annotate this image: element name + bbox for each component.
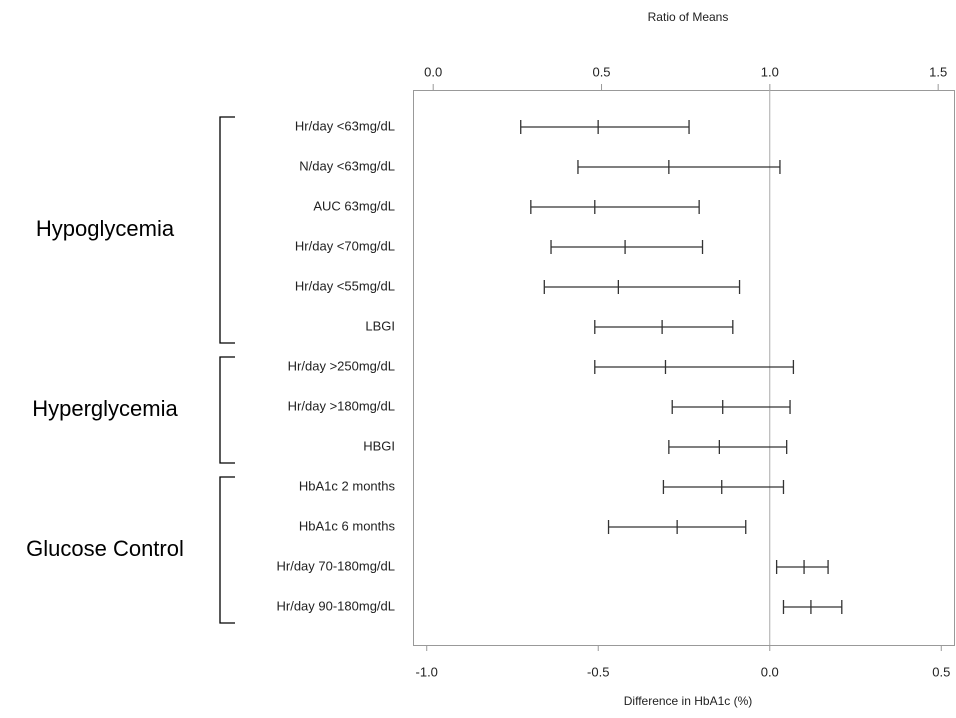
- category-label: HbA1c 6 months: [299, 518, 396, 533]
- group-label: Hypoglycemia: [36, 216, 175, 241]
- x-axis-title: Difference in HbA1c (%): [624, 694, 753, 708]
- category-label: HbA1c 2 months: [299, 478, 396, 493]
- chart-title: Ratio of Means: [648, 10, 729, 24]
- x2-tick-label: 1.5: [929, 64, 947, 79]
- group-bracket: [219, 356, 235, 464]
- category-label: N/day <63mg/dL: [299, 158, 395, 173]
- group-bracket: [219, 116, 235, 344]
- x-tick-label: -0.5: [587, 664, 609, 679]
- x2-tick-label: 0.5: [592, 64, 610, 79]
- category-label: Hr/day 70-180mg/dL: [276, 558, 395, 573]
- x2-tick-label: 1.0: [761, 64, 779, 79]
- category-label: Hr/day <55mg/dL: [295, 278, 395, 293]
- plot-frame: [413, 90, 955, 646]
- x2-tick-label: 0.0: [424, 64, 442, 79]
- group-label: Hyperglycemia: [32, 396, 178, 421]
- category-label: AUC 63mg/dL: [313, 198, 395, 213]
- category-label: Hr/day 90-180mg/dL: [276, 598, 395, 613]
- category-label: Hr/day >250mg/dL: [288, 358, 395, 373]
- group-bracket: [219, 476, 235, 624]
- x-tick-label: 0.0: [761, 664, 779, 679]
- category-label: HBGI: [363, 438, 395, 453]
- category-label: Hr/day <63mg/dL: [295, 118, 395, 133]
- category-label: LBGI: [365, 318, 395, 333]
- group-label: Glucose Control: [26, 536, 184, 561]
- category-label: Hr/day >180mg/dL: [288, 398, 395, 413]
- x-tick-label: 0.5: [932, 664, 950, 679]
- category-label: Hr/day <70mg/dL: [295, 238, 395, 253]
- x-tick-label: -1.0: [416, 664, 438, 679]
